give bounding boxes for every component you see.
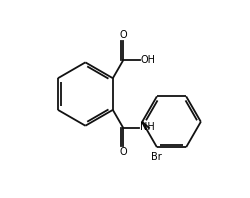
Text: O: O [120,148,127,157]
Text: NH: NH [140,122,154,131]
Text: O: O [120,30,127,40]
Text: OH: OH [141,55,156,65]
Text: Br: Br [150,151,161,162]
